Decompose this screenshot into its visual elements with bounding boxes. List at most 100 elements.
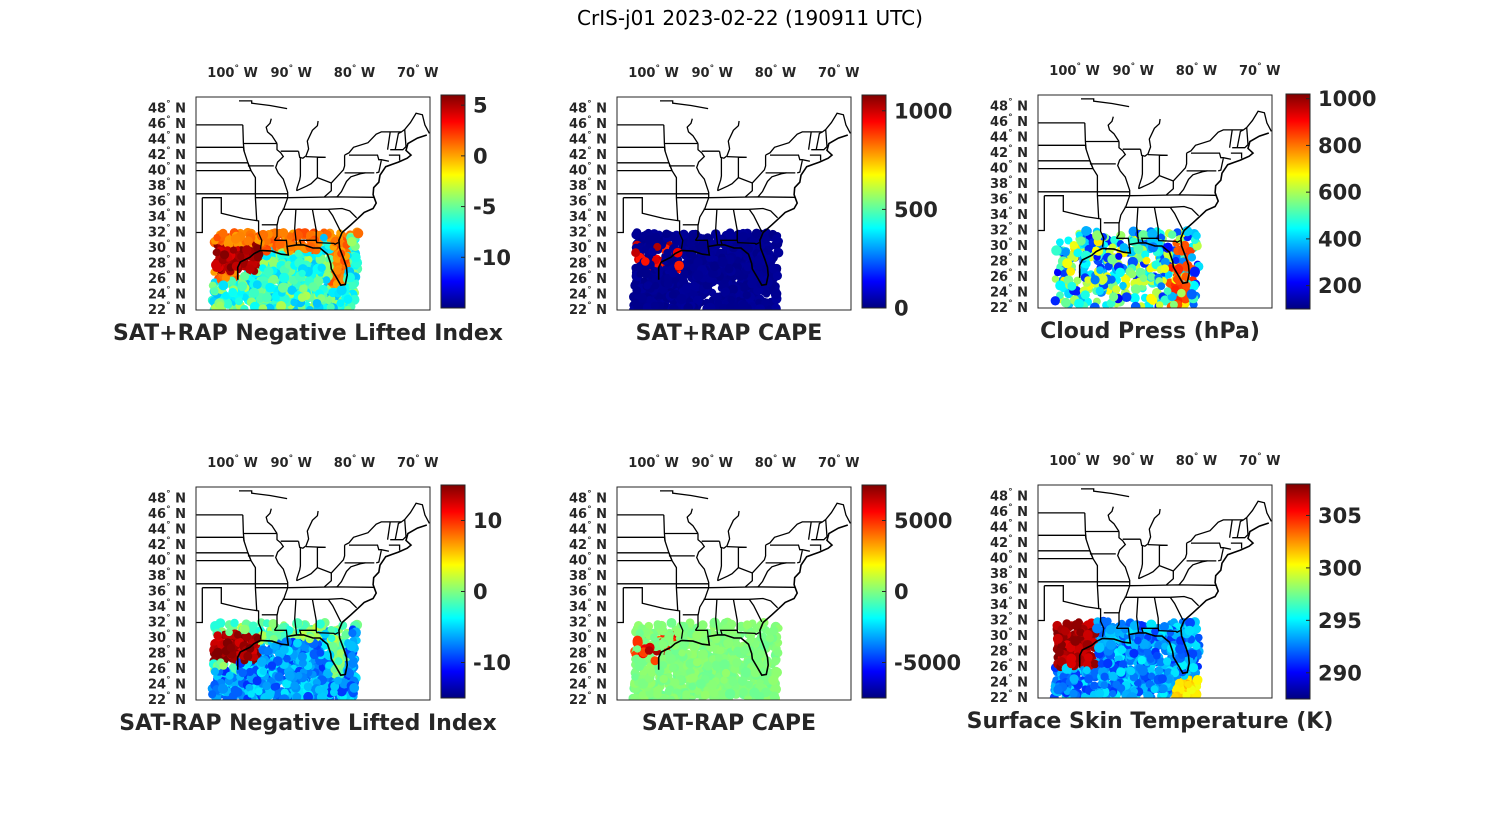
- lat-tick-label: 42° N: [990, 144, 1028, 161]
- state-boundary: [1191, 152, 1232, 160]
- data-point: [644, 228, 653, 237]
- data-point: [243, 236, 253, 246]
- data-point: [225, 671, 234, 680]
- state-boundary: [273, 533, 289, 631]
- state-boundary: [1038, 195, 1045, 232]
- lon-tick-label: 80° W: [755, 454, 796, 471]
- data-point: [333, 267, 342, 275]
- data-point: [693, 257, 703, 267]
- data-point: [294, 249, 303, 258]
- data-point: [700, 690, 710, 700]
- data-point: [325, 661, 333, 669]
- state-boundary: [811, 146, 828, 151]
- state-boundary: [239, 490, 288, 500]
- state-boundary: [287, 196, 374, 199]
- state-boundary: [316, 546, 326, 568]
- data-points: [1050, 226, 1204, 308]
- data-point: [683, 303, 693, 310]
- state-boundary: [715, 599, 719, 635]
- data-point: [1170, 285, 1180, 294]
- state-boundary: [327, 598, 342, 623]
- data-point: [336, 649, 345, 657]
- lat-tick-label: 32° N: [148, 224, 186, 241]
- lon-tick-label: 90° W: [1113, 62, 1154, 79]
- state-boundary: [811, 536, 828, 541]
- lon-tick-label: 80° W: [334, 454, 375, 471]
- state-boundary: [196, 197, 203, 234]
- data-point: [742, 620, 752, 630]
- lat-tick-label: 48° N: [148, 100, 186, 117]
- state-boundary: [623, 197, 684, 249]
- data-points: [1049, 616, 1204, 698]
- data-point: [728, 284, 738, 295]
- map-panel-2: 100° W 90° W 80° W 70° W48° N46° N44° N42° …: [569, 64, 952, 346]
- data-point: [283, 654, 291, 663]
- state-boundary: [1139, 118, 1161, 157]
- data-point: [267, 661, 277, 670]
- data-point: [1146, 293, 1156, 304]
- data-point: [765, 634, 775, 643]
- data-point: [1073, 276, 1082, 285]
- data-point: [252, 676, 262, 686]
- map-panel-3: 100° W 90° W 80° W 70° W48° N46° N44° N42° …: [990, 62, 1376, 344]
- data-point: [254, 687, 263, 696]
- data-point: [1056, 657, 1067, 667]
- lat-tick-label: 24° N: [148, 676, 186, 693]
- state-boundary: [1232, 144, 1249, 149]
- data-point: [334, 657, 343, 666]
- data-point: [240, 624, 250, 635]
- data-point: [643, 282, 651, 290]
- state-boundary: [196, 162, 252, 171]
- data-point: [249, 301, 261, 310]
- state-boundary: [1137, 155, 1144, 189]
- data-point: [659, 674, 668, 684]
- data-point: [1130, 301, 1141, 308]
- lat-tick-label: 22° N: [148, 691, 186, 708]
- lat-tick-label: 48° N: [148, 490, 186, 507]
- data-point: [738, 231, 748, 242]
- state-boundary: [1038, 160, 1094, 169]
- lon-tick-label: 80° W: [1176, 62, 1217, 79]
- lat-tick-label: 42° N: [148, 536, 186, 553]
- data-point: [238, 668, 248, 678]
- data-point: [208, 690, 217, 699]
- lon-tick-label: 70° W: [397, 454, 438, 471]
- lat-tick-label: 32° N: [569, 224, 607, 241]
- colorbar-tick-label: -10: [473, 651, 511, 675]
- state-boundary: [274, 239, 288, 247]
- state-boundary: [736, 630, 760, 635]
- state-boundary: [694, 533, 710, 631]
- data-point: [328, 634, 336, 643]
- data-point: [210, 621, 221, 631]
- map-content: [1038, 98, 1272, 308]
- state-boundary: [1107, 116, 1120, 142]
- data-point: [773, 247, 784, 258]
- data-point: [651, 275, 660, 284]
- data-point: [264, 303, 275, 310]
- data-point: [681, 283, 692, 294]
- lat-tick-label: 28° N: [569, 255, 607, 272]
- data-point: [1092, 230, 1103, 241]
- lat-tick-label: 24° N: [569, 286, 607, 303]
- colorbar-tick-label: 0: [894, 580, 909, 604]
- data-point: [711, 634, 721, 644]
- data-point: [669, 304, 678, 310]
- data-point: [1112, 285, 1121, 294]
- state-boundary: [695, 239, 709, 247]
- data-point: [299, 284, 308, 294]
- data-point: [641, 257, 650, 266]
- lon-tick-label: 70° W: [397, 64, 438, 81]
- lat-tick-label: 22° N: [148, 301, 186, 318]
- data-point: [243, 651, 253, 661]
- data-point: [743, 262, 753, 272]
- lat-tick-label: 36° N: [569, 193, 607, 210]
- state-boundary: [748, 208, 763, 233]
- lon-tick-label: 90° W: [271, 64, 312, 81]
- data-point: [693, 270, 704, 281]
- data-point: [1160, 264, 1170, 274]
- state-boundary: [726, 155, 747, 159]
- state-boundary: [344, 112, 430, 156]
- data-point: [727, 295, 736, 304]
- state-boundary: [239, 100, 288, 110]
- data-point: [1107, 254, 1118, 265]
